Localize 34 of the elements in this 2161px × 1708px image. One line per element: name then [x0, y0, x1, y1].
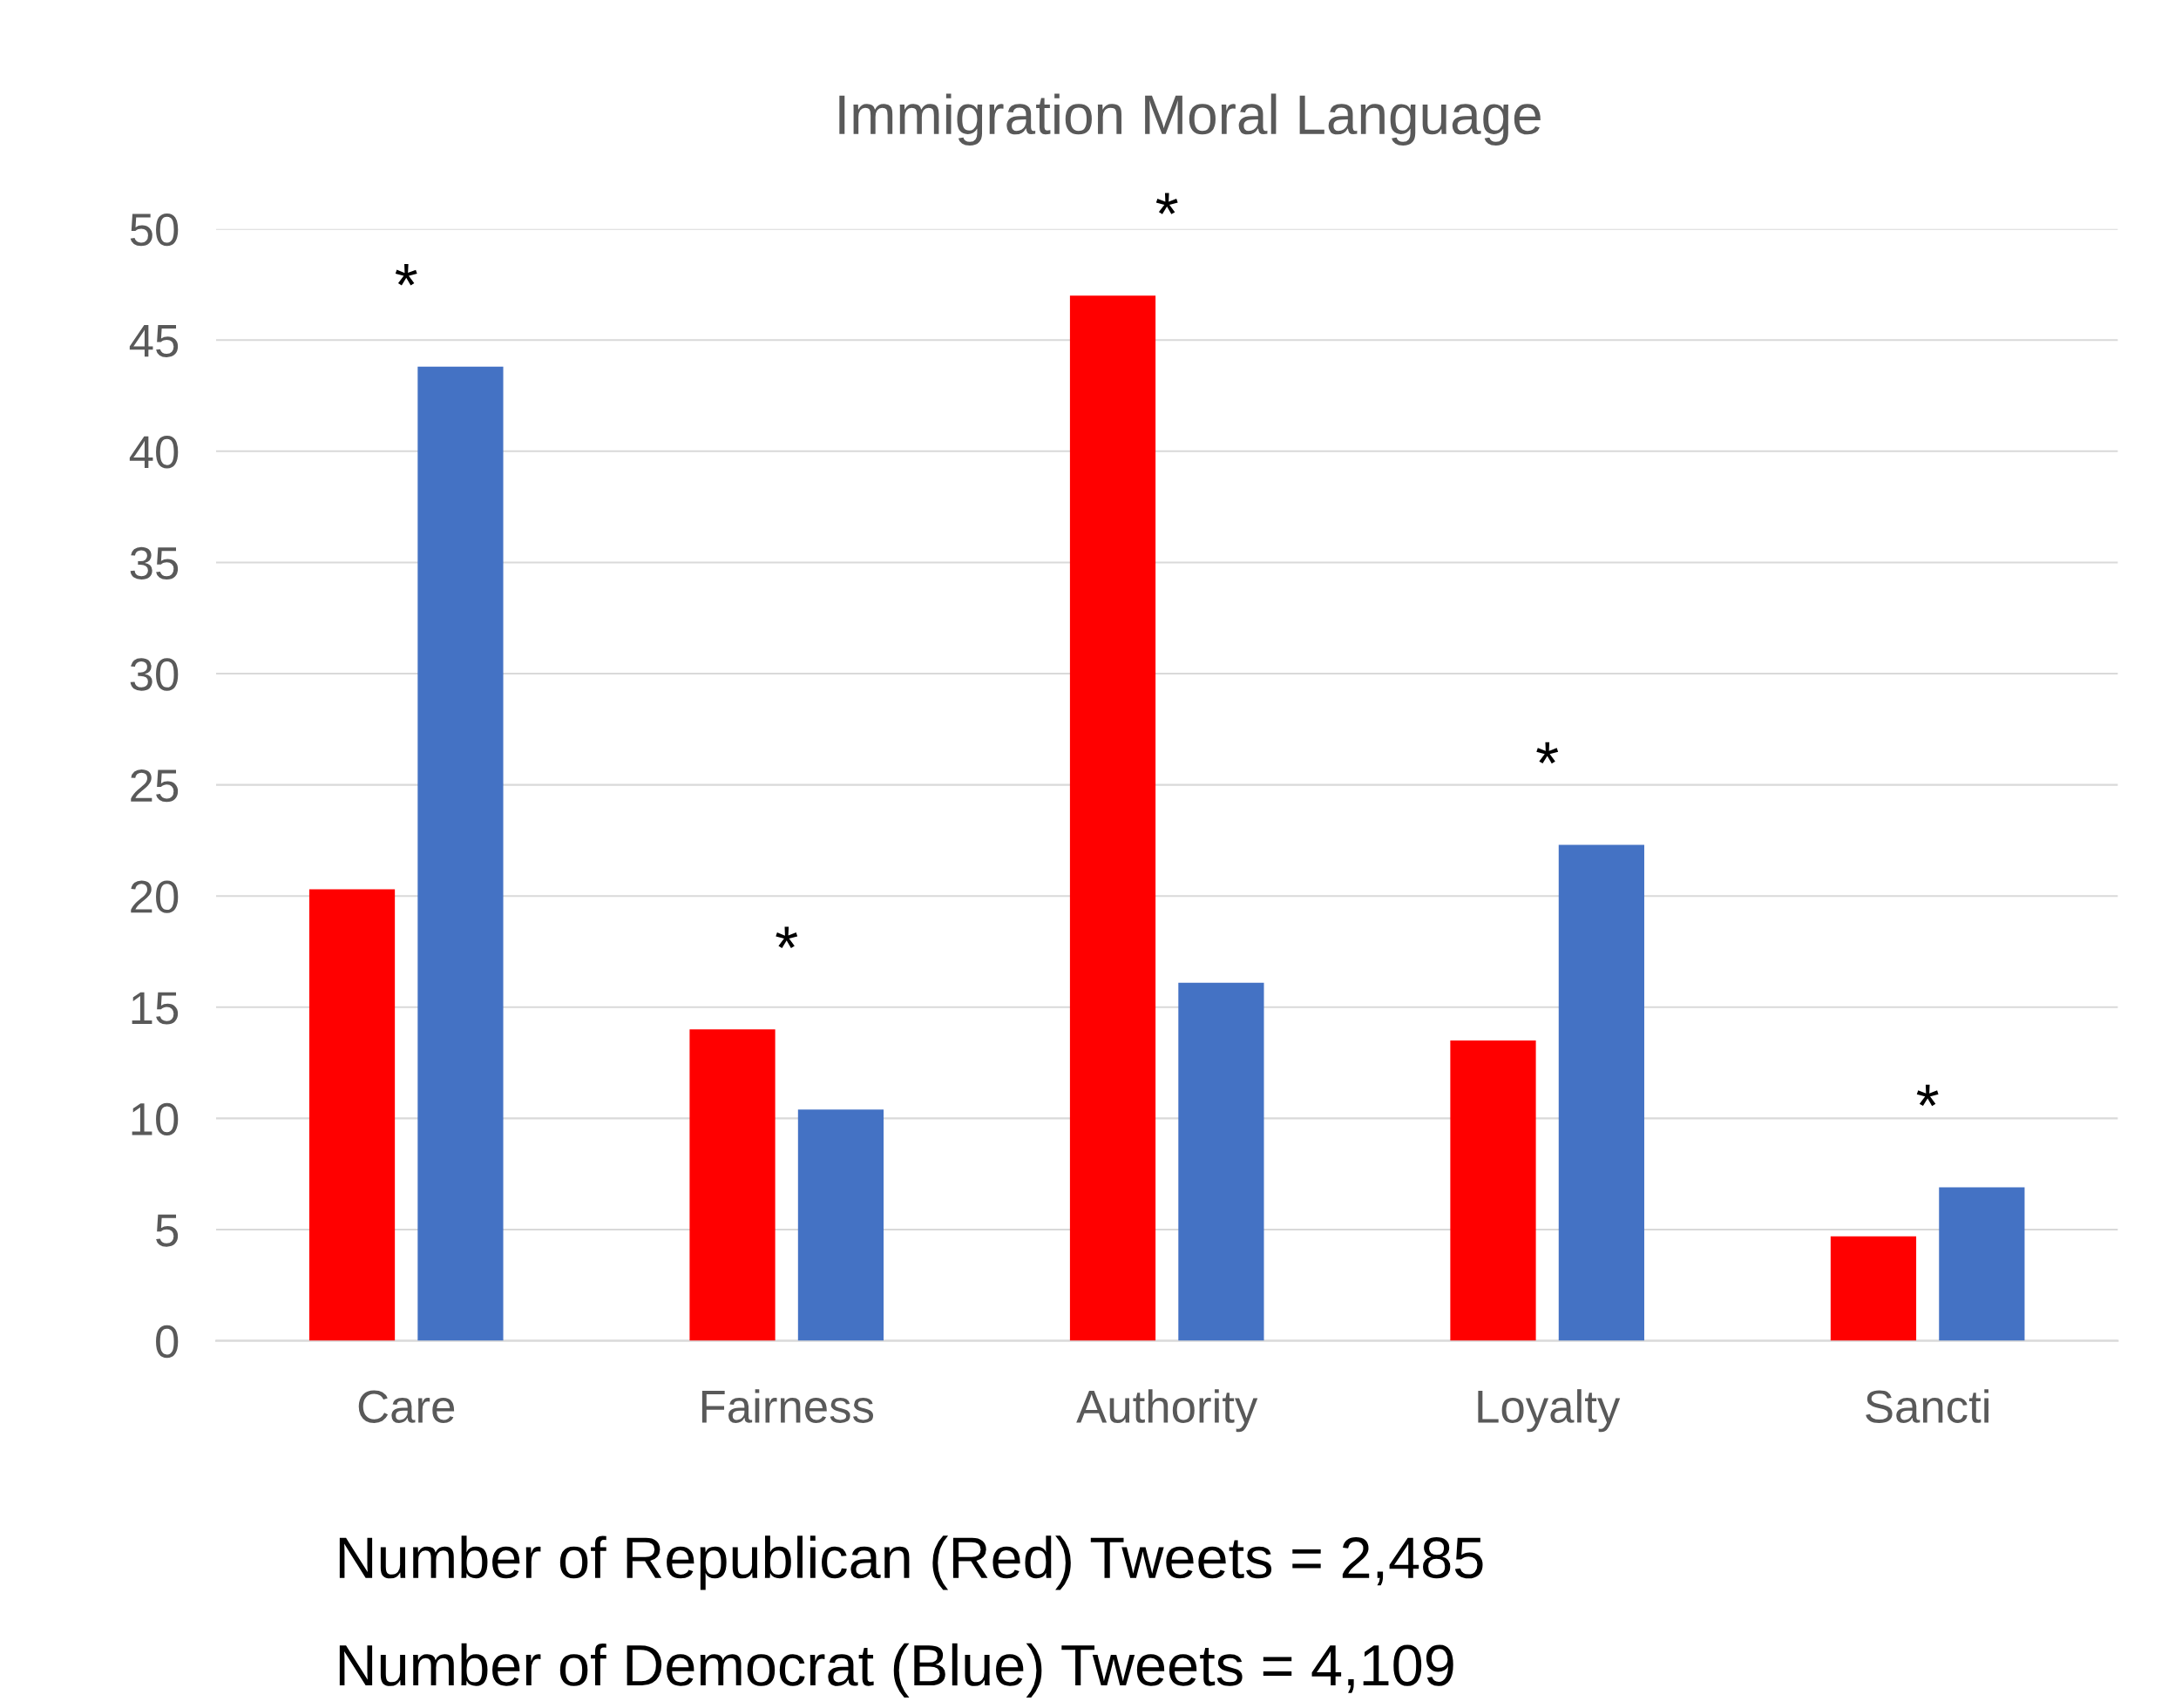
bar — [1069, 295, 1156, 1341]
bar — [308, 889, 396, 1341]
x-tick-label: Sancti — [1866, 1389, 1988, 1423]
x-tick-label: Fairness — [701, 1389, 874, 1423]
bar — [1830, 1236, 1917, 1341]
annotation: * — [776, 926, 798, 948]
annotation: * — [1536, 742, 1559, 764]
bar — [1450, 1040, 1536, 1341]
y-tick-label: 5 — [156, 1214, 179, 1247]
bar — [1178, 982, 1264, 1341]
text: Number of Republican (Red) Tweets = 2,485 — [339, 1535, 1483, 1590]
x-tick-label: Authority — [1076, 1389, 1258, 1433]
y-tick-label: 40 — [129, 436, 179, 469]
y-tick-label: 25 — [131, 769, 179, 803]
y-tick-label: 45 — [129, 325, 179, 357]
y-tick-label: 10 — [132, 1102, 179, 1136]
x-tick-label: Loyalty — [1478, 1389, 1621, 1433]
text: * — [1155, 193, 1178, 214]
text: Number of Democrat (Blue) Tweets = 4,109 — [339, 1643, 1453, 1698]
bar — [1939, 1187, 2025, 1341]
y-tick-label: 30 — [130, 658, 179, 691]
y-tick-label: 50 — [130, 213, 179, 247]
bar — [417, 366, 504, 1341]
y-tick-label: 35 — [130, 546, 179, 580]
chart-title: Immigration Moral Language — [839, 93, 1541, 146]
x-tick-label: Care — [358, 1390, 455, 1423]
y-tick-label: 20 — [131, 880, 179, 913]
annotation: * — [1916, 1084, 1939, 1107]
bar — [797, 1109, 884, 1341]
annotation: * — [395, 264, 417, 286]
bar — [689, 1029, 776, 1341]
y-tick-label: 0 — [156, 1325, 179, 1359]
y-tick-label: 15 — [132, 992, 179, 1025]
bar — [1558, 844, 1644, 1341]
